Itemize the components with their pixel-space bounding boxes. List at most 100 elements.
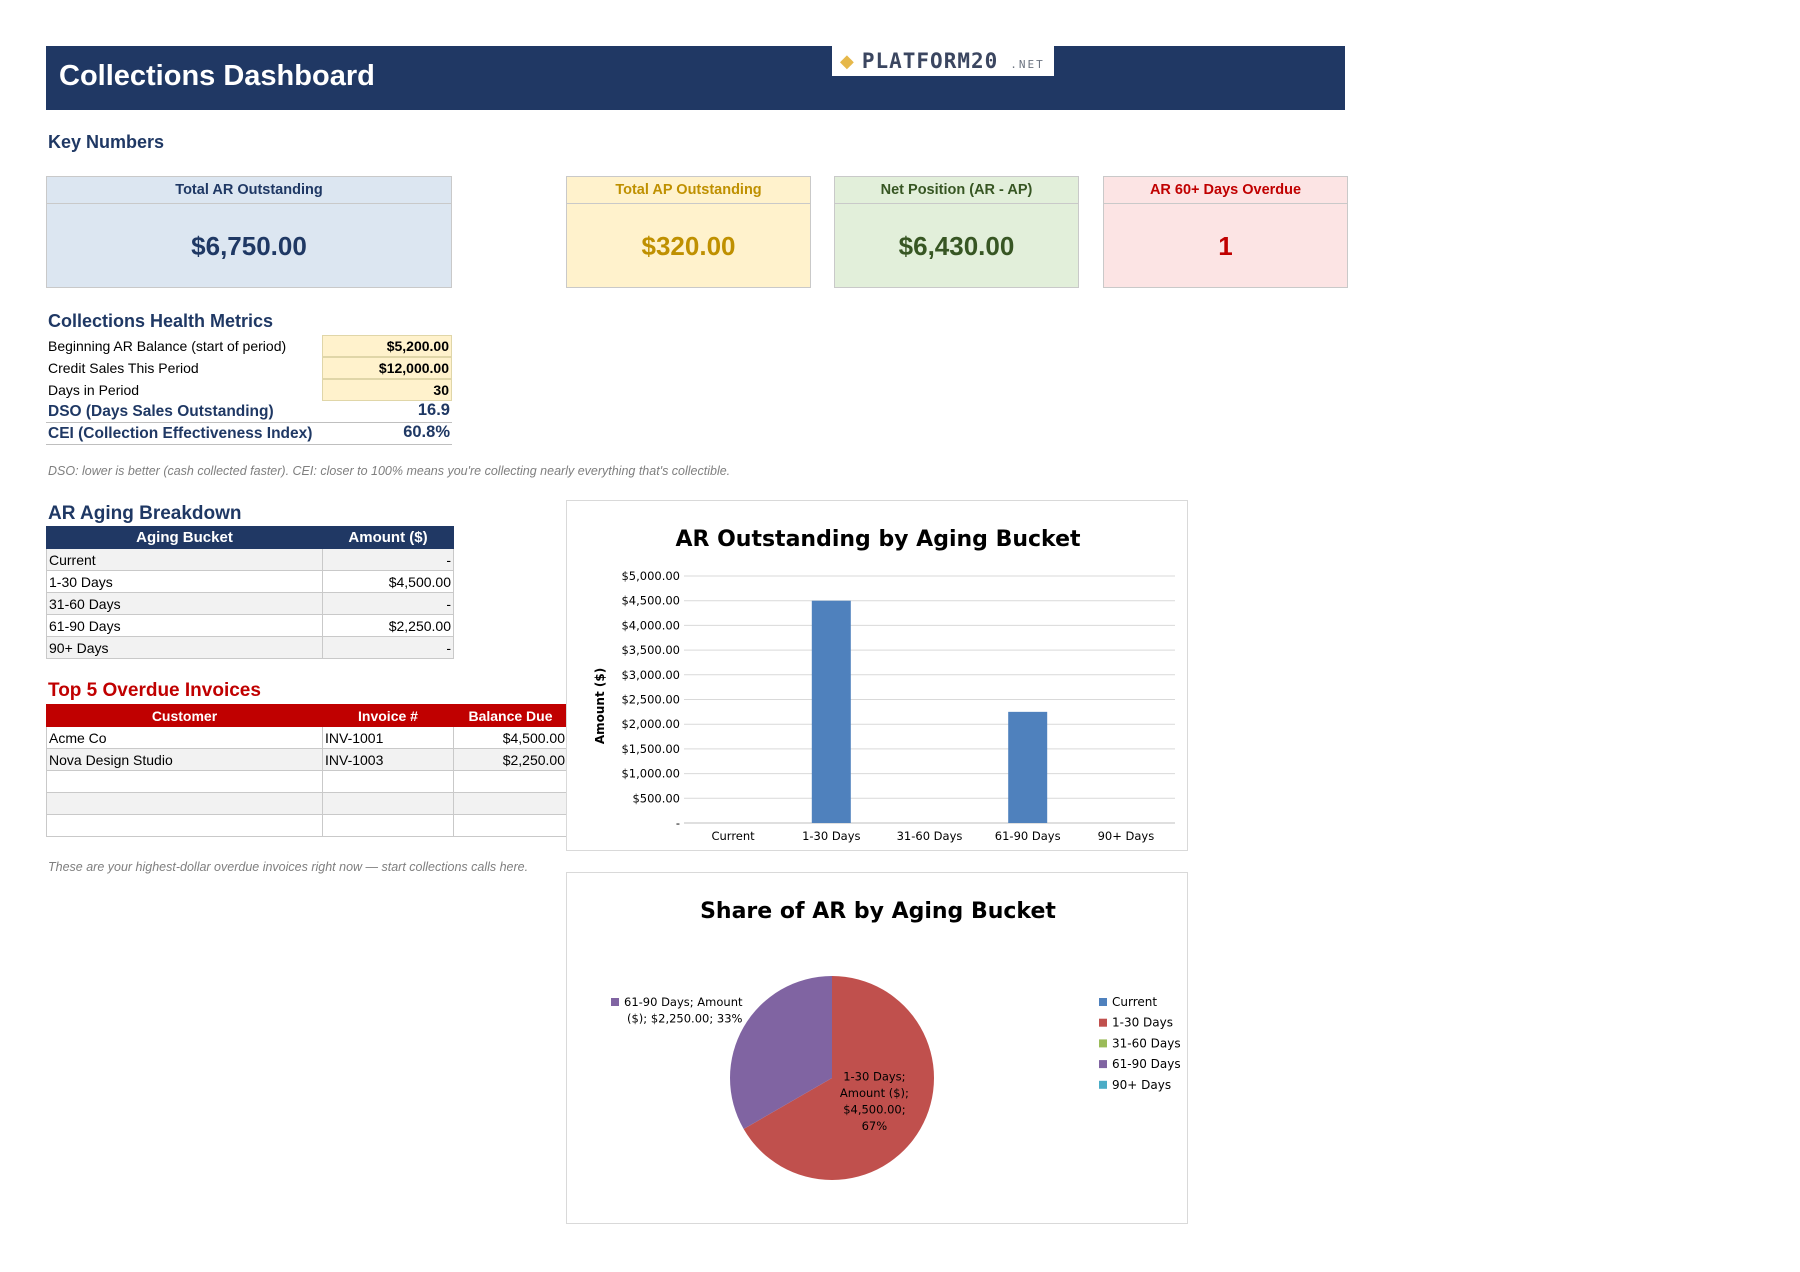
aging-amount-cell: $4,500.00 [322, 570, 454, 593]
metric-row-dso: DSO (Days Sales Outstanding) 16.9 [46, 400, 452, 423]
bar-1-30-days[interactable] [811, 600, 851, 823]
y-tick-label: $4,500.00 [621, 594, 680, 608]
slice-61-90-days[interactable] [730, 976, 832, 1129]
y-tick-label: $2,500.00 [621, 693, 680, 707]
metric-label: Days in Period [48, 382, 140, 398]
customer-cell [46, 792, 323, 815]
kpi-card-ar: Total AR Outstanding $6,750.00 [46, 176, 452, 288]
legend-item-current[interactable]: Current [1112, 995, 1157, 1009]
legend-item-1-30-days[interactable]: 1-30 Days [1112, 1016, 1173, 1030]
aging-amount-cell: - [322, 592, 454, 615]
table-row: Current - [46, 548, 454, 571]
overdue-table: Customer Invoice # Balance Due Acme Co I… [46, 704, 568, 837]
invoice-cell [322, 792, 454, 815]
table-header-row: Customer Invoice # Balance Due [46, 704, 568, 727]
chart-title: AR Outstanding by Aging Bucket [675, 527, 1081, 552]
diamond-icon: ◆ [840, 50, 854, 71]
y-tick-label: $4,000.00 [621, 618, 680, 632]
dso-value: 16.9 [417, 401, 450, 419]
column-header: Balance Due [453, 704, 568, 727]
legend-item-31-60-days[interactable]: 31-60 Days [1112, 1036, 1181, 1050]
balance-cell [453, 770, 568, 793]
metric-label: Credit Sales This Period [48, 360, 199, 376]
y-tick-label: $1,000.00 [621, 767, 680, 781]
metric-label: DSO (Days Sales Outstanding) [48, 403, 274, 420]
x-tick-label: Current [711, 829, 755, 843]
kpi-card-net: Net Position (AR - AP) $6,430.00 [834, 176, 1079, 288]
kpi-label: AR 60+ Days Overdue [1104, 177, 1347, 204]
y-axis-label: Amount ($) [593, 668, 607, 744]
cei-value: 60.8% [403, 423, 450, 441]
invoice-cell: INV-1003 [322, 748, 454, 771]
column-header: Aging Bucket [46, 526, 323, 549]
overdue-title: Top 5 Overdue Invoices [48, 680, 261, 701]
legend-swatch [1099, 1018, 1107, 1027]
days-in-period-input[interactable]: 30 [322, 379, 452, 401]
logo-suffix: .NET [1010, 57, 1045, 71]
legend-swatch [1099, 998, 1107, 1006]
platform20-logo: ◆ PLATFORM20 .NET [832, 46, 1054, 76]
legend-item-90-days[interactable]: 90+ Days [1112, 1078, 1171, 1092]
metric-label: Beginning AR Balance (start of period) [48, 338, 287, 354]
table-row: 61-90 Days $2,250.00 [46, 614, 454, 637]
x-tick-label: 31-60 Days [897, 829, 963, 843]
y-tick-label: $3,000.00 [621, 668, 680, 682]
y-tick-label: $500.00 [632, 791, 680, 805]
metric-row-days: Days in Period 30 [46, 379, 452, 401]
y-tick-label: $2,000.00 [621, 717, 680, 731]
legend-swatch [1099, 1080, 1107, 1089]
pie-label-line: Amount ($); [840, 1086, 909, 1100]
x-tick-label: 1-30 Days [802, 829, 860, 843]
balance-cell [453, 814, 568, 837]
legend-swatch [1099, 1039, 1107, 1048]
aging-amount-cell: $2,250.00 [322, 614, 454, 637]
table-row [46, 814, 568, 837]
table-row: Acme Co INV-1001 $4,500.00 [46, 726, 568, 749]
customer-cell [46, 770, 323, 793]
metric-row-cei: CEI (Collection Effectiveness Index) 60.… [46, 422, 452, 445]
table-row [46, 770, 568, 793]
pie-label-line: 1-30 Days; [843, 1069, 905, 1083]
column-header: Amount ($) [322, 526, 454, 549]
table-row [46, 792, 568, 815]
y-tick-label: $3,500.00 [621, 643, 680, 657]
balance-cell: $2,250.00 [453, 748, 568, 771]
kpi-value: 1 [1218, 231, 1233, 261]
customer-cell: Nova Design Studio [46, 748, 323, 771]
key-numbers-title: Key Numbers [48, 132, 165, 152]
aging-bucket-cell: 31-60 Days [46, 592, 323, 615]
metric-row-beginning-ar: Beginning AR Balance (start of period) $… [46, 335, 452, 357]
pie-chart[interactable]: Share of AR by Aging Bucket 1-30 Days; Am… [566, 872, 1188, 1224]
slice-1-30-days[interactable] [743, 976, 934, 1180]
beginning-ar-input[interactable]: $5,200.00 [322, 335, 452, 357]
x-tick-label: 90+ Days [1098, 829, 1155, 843]
bar-chart[interactable]: AR Outstanding by Aging Bucket Amount ($… [566, 500, 1188, 851]
health-note: DSO: lower is better (cash collected fas… [48, 464, 731, 478]
aging-bucket-cell: 90+ Days [46, 636, 323, 659]
kpi-label: Net Position (AR - AP) [835, 177, 1078, 204]
bar-chart-svg: AR Outstanding by Aging Bucket Amount ($… [593, 527, 1175, 843]
aging-table: Aging Bucket Amount ($) Current - 1-30 D… [46, 526, 454, 659]
pie-label-line: ($); $2,250.00; 33% [627, 1012, 743, 1026]
balance-cell [453, 792, 568, 815]
kpi-value: $6,750.00 [191, 231, 307, 261]
table-row: Nova Design Studio INV-1003 $2,250.00 [46, 748, 568, 771]
aging-amount-cell: - [322, 548, 454, 571]
aging-title: AR Aging Breakdown [48, 503, 242, 524]
kpi-card-ap: Total AP Outstanding $320.00 [566, 176, 811, 288]
table-row: 31-60 Days - [46, 592, 454, 615]
table-row: 90+ Days - [46, 636, 454, 659]
pie-data-label: 1-30 Days; Amount ($); $4,500.00; 67% [840, 1069, 909, 1133]
bar-61-90-days[interactable] [1008, 711, 1048, 823]
y-tick-label: $5,000.00 [621, 569, 680, 583]
y-tick-label: - [676, 816, 680, 830]
page-title: Collections Dashboard [59, 60, 375, 92]
aging-bucket-cell: 61-90 Days [46, 614, 323, 637]
kpi-value: $6,430.00 [898, 231, 1015, 261]
aging-bucket-cell: Current [46, 548, 323, 571]
credit-sales-input[interactable]: $12,000.00 [322, 357, 452, 379]
legend-item-61-90-days[interactable]: 61-90 Days [1112, 1057, 1181, 1071]
invoice-cell [322, 770, 454, 793]
balance-cell: $4,500.00 [453, 726, 568, 749]
invoice-cell [322, 814, 454, 837]
